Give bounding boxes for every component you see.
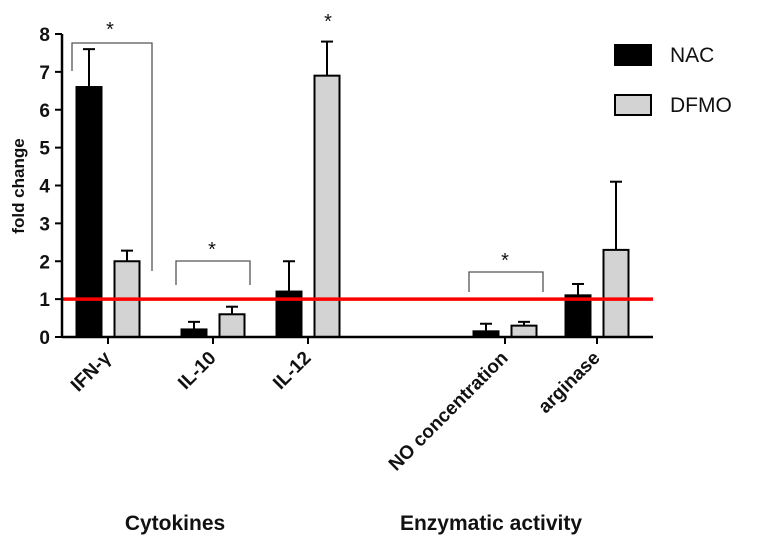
y-tick-label-5: 5 [39, 139, 50, 160]
x-tick-label-4: arginase [534, 348, 604, 418]
group-label-enzymatic-activity: Enzymatic activity [400, 512, 582, 535]
y-tick-label-4: 4 [39, 177, 50, 198]
significance-star-1: * [208, 239, 216, 261]
legend-label-dfmo: DFMO [670, 94, 732, 117]
y-tick-label-0: 0 [39, 328, 50, 349]
x-tick-label-1: IL-10 [174, 348, 220, 394]
bar-dfmo-1 [218, 313, 246, 338]
x-tick-label-0: IFN-γ [67, 347, 116, 396]
significance-bracket-1 [175, 260, 251, 285]
significance-bracket-3 [468, 271, 544, 292]
y-axis-label: fold change [9, 138, 28, 233]
x-tick-label-2: IL-12 [269, 348, 315, 394]
y-tick-label-2: 2 [39, 252, 50, 273]
y-tick-label-1: 1 [39, 290, 50, 311]
significance-star-0: * [106, 19, 114, 41]
legend-label-nac: NAC [670, 44, 714, 67]
bar-nac-4 [564, 294, 592, 338]
y-tick-label-7: 7 [39, 63, 50, 84]
significance-star-2: * [324, 11, 332, 33]
y-tick-label-6: 6 [39, 101, 50, 122]
y-tick-label-8: 8 [39, 25, 50, 46]
bar-dfmo-4 [602, 248, 630, 338]
x-tick-label-3: NO concentration [385, 348, 513, 476]
significance-star-3: * [501, 250, 509, 272]
significance-bracket-0 [71, 42, 153, 271]
y-tick-label-3: 3 [39, 214, 50, 235]
legend-swatch-nac [614, 44, 652, 66]
bar-dfmo-3 [510, 324, 538, 339]
legend-swatch-dfmo [614, 94, 652, 116]
group-label-cytokines: Cytokines [125, 512, 225, 535]
